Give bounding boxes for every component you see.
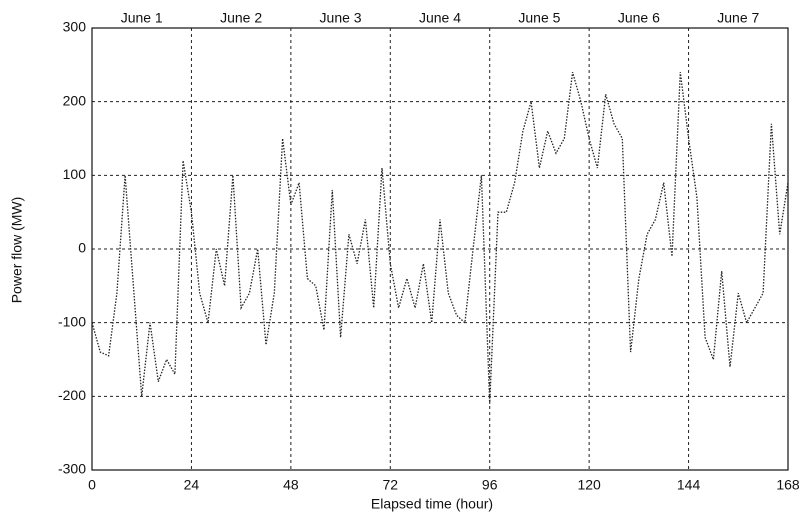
y-tick-label: 200 [63,92,87,108]
y-tick-label: 0 [78,240,86,256]
x-tick-label: 96 [482,477,498,493]
plot-frame [91,27,789,471]
y-axis-label: Power flow (MW) [9,197,25,304]
y-tick-label: -200 [58,387,86,403]
day-label: June 4 [419,10,461,26]
x-tick-label: 48 [283,477,299,493]
day-label: June 6 [618,10,660,26]
x-tick-label: 144 [677,477,701,493]
y-tick-label: 300 [63,19,87,35]
y-tick-label: -300 [58,461,86,477]
day-label: June 5 [518,10,560,26]
x-tick-label: 24 [184,477,200,493]
data-line [91,72,789,404]
day-label: June 2 [220,10,262,26]
x-axis-label: Elapsed time (hour) [371,496,493,512]
x-tick-label: 72 [382,477,398,493]
x-tick-label: 0 [88,477,96,493]
day-label: June 7 [717,10,759,26]
x-tick-label: 168 [776,477,800,493]
y-tick-label: -100 [58,313,86,329]
day-label: June 3 [320,10,362,26]
y-tick-label: 100 [63,166,87,182]
x-tick-label: 120 [577,477,601,493]
day-label: June 1 [121,10,163,26]
